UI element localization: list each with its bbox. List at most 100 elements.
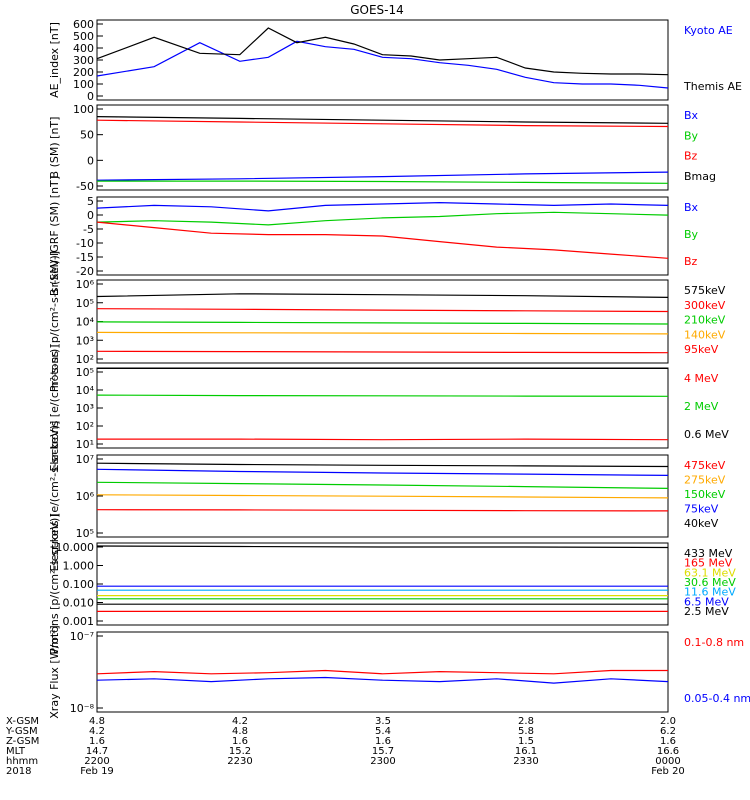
ephemeris-row-label: Y-GSM (5, 726, 38, 737)
y-tick-label: 0.001 (63, 615, 95, 628)
ephemeris-value: 2230 (227, 756, 252, 767)
y-tick-label: 50 (80, 129, 94, 142)
y-tick-label: 0.100 (63, 578, 95, 591)
y-tick-label: 10³ (76, 334, 94, 347)
series-line-7-0 (96, 669, 668, 675)
ephemeris-value: 0000 (655, 756, 680, 767)
y-tick-label: 10⁻⁸ (70, 702, 95, 715)
series-line-1-1 (97, 180, 669, 184)
panel-frame (96, 542, 669, 626)
ephemeris-value: 4.8 (89, 716, 105, 727)
series-line-2-2 (96, 221, 669, 259)
series-line-5-0 (96, 509, 669, 512)
legend-entry: 140keV (684, 328, 726, 341)
series-line-4-0 (97, 438, 669, 441)
legend-entry: 11.6 MeV (684, 586, 736, 599)
y-tick-label: 0 (87, 209, 94, 222)
legend-entry: Bmag (684, 170, 716, 183)
y-tick-label: 0 (87, 154, 94, 167)
legend-entry: 40keV (684, 517, 719, 530)
legend-entry: Bz (684, 150, 698, 163)
y-tick-label: 10⁵ (76, 366, 94, 379)
panel-frame (96, 104, 669, 191)
series-line-7-1 (96, 676, 669, 684)
ephemeris-value: 15.2 (229, 746, 251, 757)
legend-entry: 475keV (684, 459, 726, 472)
y-tick-label: -10 (76, 237, 94, 250)
legend-entry: 0.05-0.4 nm (684, 692, 750, 705)
y-tick-label: 10⁻⁷ (70, 630, 94, 643)
panel-1: 100 50 0 -50 B (SM) [nT] Bx By Bz Bmag (48, 103, 716, 193)
y-tick-label: 1.000 (63, 560, 95, 573)
legend-entry: 165 MeV (684, 557, 733, 570)
ephemeris-value: 4.8 (232, 726, 248, 737)
series-line-3-0 (96, 293, 669, 298)
series-line-1-0 (96, 171, 669, 181)
y-tick-label: 10⁶ (76, 490, 95, 503)
y-tick-label: 200 (73, 66, 94, 79)
series-line-5-3 (96, 468, 669, 476)
legend-entry: Themis AE (683, 80, 742, 93)
legend-entry: By (684, 228, 699, 241)
panel-frame (96, 196, 669, 276)
y-tick-label: 10² (76, 353, 94, 366)
series-line-1-2 (96, 119, 669, 128)
ephemeris-value: 2330 (513, 756, 538, 767)
legend-entry: 300keV (684, 299, 726, 312)
ephemeris-row-label: MLT (6, 746, 26, 757)
legend-entry: 2 MeV (684, 400, 719, 413)
y-axis-label: Electrons [e/(cm²-s-sr-keV)] (48, 421, 61, 572)
y-axis-label: AE_index [nT] (48, 22, 61, 98)
series-line-3-4 (96, 350, 669, 354)
legend-entry: Bz (684, 255, 698, 268)
panel-3: 10⁶ 10⁵ 10⁴ 10³ 10² Protons [p/(cm²-s-sr-keV)… (48, 251, 726, 392)
series-line-0-0 (96, 40, 669, 89)
ephemeris-value: Feb 19 (80, 766, 114, 777)
y-axis-label: Xray Flux [W/m²] (48, 625, 61, 718)
series-line-5-1 (96, 494, 669, 499)
legend-entry: 63.1 MeV (684, 566, 736, 579)
ephemeris-value: 5.8 (518, 726, 534, 737)
series-line-5-4 (96, 462, 669, 468)
legend-entry: 4 MeV (684, 372, 719, 385)
y-axis-label: Protons [p/(cm²-s-sr-keV)] (48, 251, 61, 392)
y-tick-label: 10⁴ (76, 316, 95, 329)
ephemeris-value: 4.2 (232, 716, 248, 727)
y-tick-label: 500 (73, 30, 94, 43)
ephemeris-value: 4.2 (89, 726, 105, 737)
y-tick-label: 10³ (76, 402, 94, 415)
legend-entry: 0.1-0.8 nm (684, 636, 744, 649)
ephemeris-value: 16.6 (657, 746, 679, 757)
series-line-2-1 (96, 211, 669, 226)
panel-2: 50-5-10-15-20 B (SM)-IGRF (SM) [nT] Bx By Bz (48, 176, 699, 296)
y-tick-label: -5 (83, 223, 94, 236)
ephemeris-table: X-GSMY-GSMZ-GSMMLThhmm20184.84.21.614.72… (5, 716, 685, 777)
y-axis-label: B (SM)-IGRF (SM) [nT] (48, 176, 61, 296)
legend-entry: 575keV (684, 284, 726, 297)
legend-entry: 0.6 MeV (684, 428, 729, 441)
y-tick-label: -20 (76, 265, 94, 278)
figure-title: GOES-14 (350, 3, 404, 17)
y-tick-label: 10⁷ (76, 453, 94, 466)
ephemeris-value: 14.7 (86, 746, 108, 757)
y-tick-label: 10¹ (76, 438, 94, 451)
y-tick-label: 400 (73, 42, 94, 55)
y-tick-label: 0 (87, 90, 94, 103)
ephemeris-row-label: X-GSM (6, 716, 39, 727)
ephemeris-value: 1.6 (660, 736, 676, 747)
panel-5: 10⁷ 10⁶ 10⁵ Electrons [e/(cm²-s-sr-keV)] 475… (48, 421, 726, 572)
ephemeris-row-label: hhmm (6, 756, 38, 767)
series-line-4-1 (96, 394, 669, 397)
ephemeris-row-label: Z-GSM (6, 736, 39, 747)
legend-entry: 30.6 MeV (684, 576, 736, 589)
y-axis-label: Electrons [e/(cm²-s-sr)] (48, 344, 61, 471)
ephemeris-value: 1.5 (518, 736, 534, 747)
legend-entry: Kyoto AE (684, 24, 733, 37)
ephemeris-value: 1.6 (375, 736, 391, 747)
legend-entry: Bx (684, 109, 699, 122)
legend-entry: 275keV (684, 474, 726, 487)
